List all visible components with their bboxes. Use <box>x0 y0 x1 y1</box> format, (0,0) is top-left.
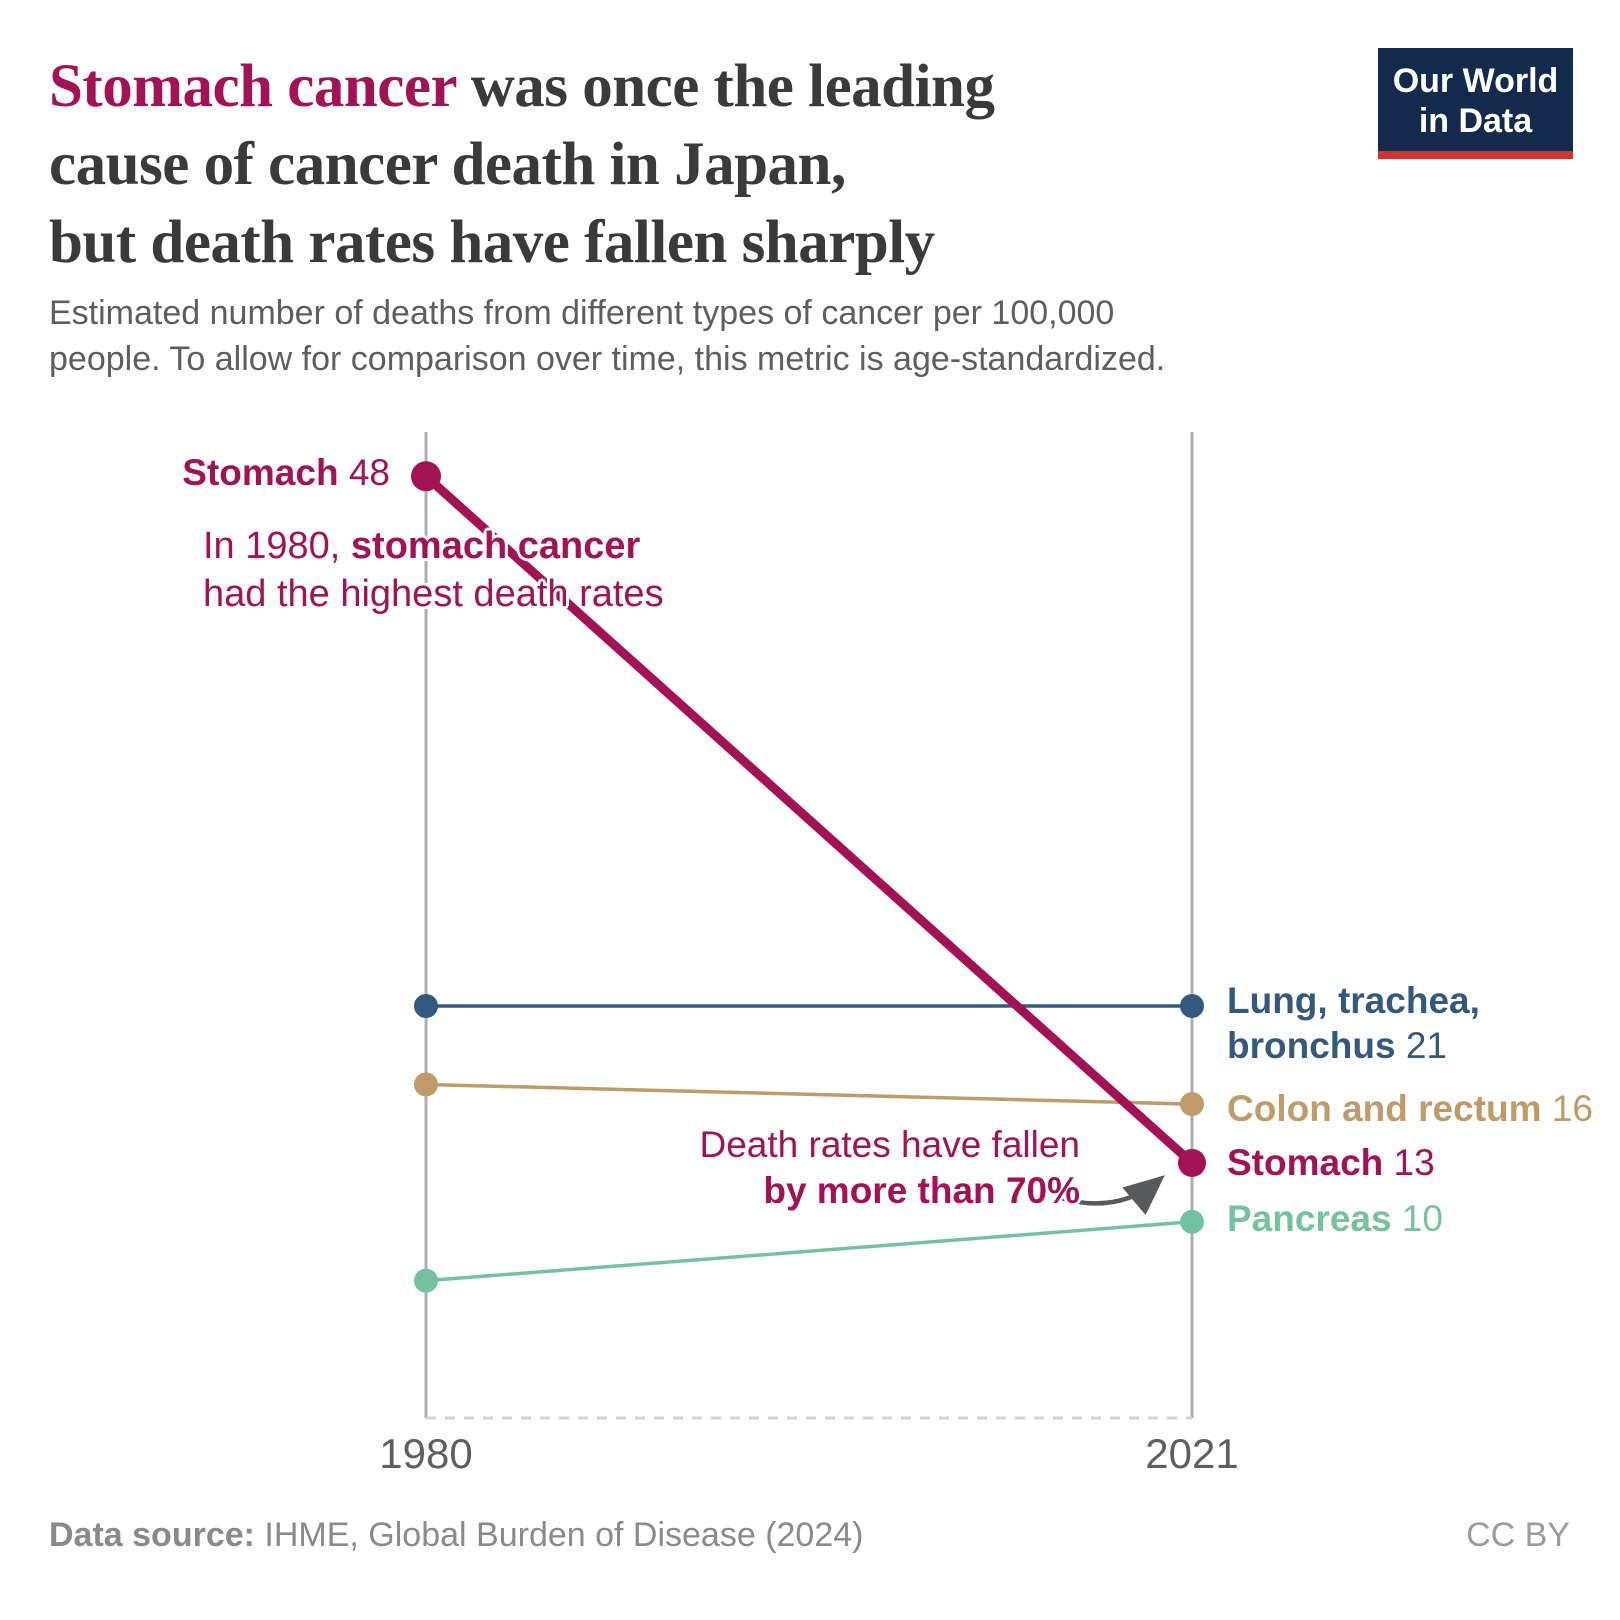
end-label-stomach: Stomach 13 <box>1227 1140 1435 1185</box>
logo-text-line-2: in Data <box>1418 102 1533 140</box>
end-label-stomach-value: 13 <box>1393 1142 1435 1183</box>
logo-text-line-1: Our World <box>1392 62 1559 100</box>
data-source-text: IHME, Global Burden of Disease (2024) <box>254 1516 864 1554</box>
end-label-pancreas-name: Pancreas <box>1227 1198 1392 1239</box>
license: CC BY <box>1466 1516 1570 1554</box>
end-label-pancreas: Pancreas 10 <box>1227 1196 1443 1241</box>
series-dot-pancreas-1980 <box>414 1268 438 1293</box>
series-dot-lung-1980 <box>414 993 438 1018</box>
annotation-arrow <box>1059 1175 1165 1216</box>
annotation-1980-pre: In 1980, <box>203 525 351 567</box>
end-label-lung-value: 21 <box>1405 1025 1447 1066</box>
annotation-fallen-line1: Death rates have fallen <box>699 1124 1080 1165</box>
data-source-label: Data source: <box>49 1516 255 1554</box>
annotation-1980: In 1980, stomach cancer had the highest … <box>203 522 664 618</box>
end-label-colon: Colon and rectum 16 <box>1227 1086 1593 1131</box>
end-label-lung-line1: Lung, trachea, <box>1227 980 1480 1021</box>
end-label-lung: Lung, trachea, bronchus 21 <box>1227 978 1480 1068</box>
title-line-3: but death rates have fallen sharply <box>49 209 935 276</box>
data-source: Data source: IHME, Global Burden of Dise… <box>49 1516 863 1555</box>
subtitle-line-2: people. To allow for comparison over tim… <box>49 340 1166 378</box>
annotation-fallen-line2: by more than 70% <box>763 1170 1080 1211</box>
end-label-stomach-name: Stomach <box>1227 1142 1384 1183</box>
series-line-colon <box>425 1082 1193 1106</box>
end-label-lung-name2: bronchus <box>1227 1025 1396 1066</box>
series-line-stomach <box>422 472 1196 1167</box>
owid-logo: Our World in Data <box>1378 48 1573 159</box>
series-dot-lung-2021 <box>1180 993 1204 1018</box>
x-tick-1980: 1980 <box>379 1430 473 1477</box>
page-title: Stomach cancer was once the leading caus… <box>49 48 1349 282</box>
title-line-1: Stomach cancer was once the leading <box>49 53 995 120</box>
annotation-1980-line2: had the highest death rates <box>203 573 664 615</box>
annotation-fallen: Death rates have fallen by more than 70% <box>699 1122 1080 1214</box>
series-dot-stomach-2021 <box>1178 1148 1206 1177</box>
end-label-pancreas-value: 10 <box>1401 1198 1444 1239</box>
start-label-stomach: Stomach 48 <box>90 450 390 495</box>
series-dot-colon-2021 <box>1180 1092 1204 1117</box>
series-dot-pancreas-2021 <box>1180 1209 1204 1234</box>
end-label-colon-name: Colon and rectum <box>1227 1088 1542 1129</box>
end-label-colon-value: 16 <box>1551 1088 1593 1129</box>
annotation-1980-bold: stomach cancer <box>350 525 641 567</box>
start-label-stomach-value: 48 <box>348 452 390 493</box>
series-dot-colon-1980 <box>414 1072 438 1097</box>
plot-layer <box>411 432 1206 1420</box>
title-rest: was once the leading <box>455 53 995 120</box>
title-line-2: cause of cancer death in Japan, <box>49 131 846 198</box>
start-label-stomach-name: Stomach <box>182 452 339 493</box>
series-dot-stomach-1980 <box>411 461 441 492</box>
title-highlight: Stomach cancer <box>49 53 456 120</box>
x-tick-2021: 2021 <box>1145 1430 1239 1477</box>
chart-subtitle: Estimated number of deaths from differen… <box>49 290 1549 382</box>
subtitle-line-1: Estimated number of deaths from differen… <box>49 294 1115 332</box>
series-line-pancreas <box>425 1220 1193 1283</box>
